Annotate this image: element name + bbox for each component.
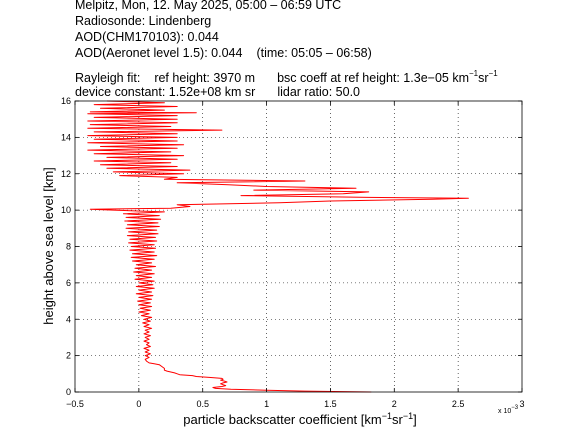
title-line-rayleigh: Rayleigh fit: ref height: 3970 m bsc coeff…	[75, 66, 498, 86]
x-tick-label: 1	[264, 399, 269, 409]
aod-aeronet-text: AOD(Aeronet level 1.5): 0.044	[75, 46, 243, 60]
title-line-radiosonde: Radiosonde: Lindenberg	[75, 14, 212, 28]
backscatter-profile-line	[87, 100, 469, 393]
x-tick-labels: −0.5 0 0.5 1 1.5 2 2.5 3	[66, 399, 524, 409]
y-tick-label: 2	[66, 351, 71, 361]
y-tick-label: 12	[61, 169, 71, 179]
grid-lines	[75, 101, 522, 392]
axis-ticks	[74, 100, 523, 393]
x-axis-label-prefix: particle backscatter coefficient [km	[183, 412, 381, 427]
bsc-coeff-text: bsc coeff at ref height: 1.3e−05 km−1sr−…	[277, 69, 498, 85]
y-tick-labels: 0 2 4 6 8 10 12 14 16	[61, 96, 71, 397]
title-line-device: device constant: 1.52e+08 km sr lidar rat…	[75, 84, 360, 100]
rayleigh-label: Rayleigh fit:	[75, 71, 141, 85]
x-axis-label-sup1: −1	[382, 411, 392, 421]
x-tick-label: 0.5	[196, 399, 209, 409]
ref-height-text: ref height: 3970 m	[154, 71, 256, 85]
plot-frame	[74, 100, 523, 393]
x-multiplier-exp: −3	[511, 405, 519, 411]
device-constant-text: device constant: 1.52e+08 km sr	[75, 85, 256, 99]
bsc-coeff-sup1: −1	[468, 69, 479, 78]
x-tick-label: 0	[136, 399, 141, 409]
x-tick-label: 3	[519, 399, 524, 409]
title-line-aod-chm: AOD(CHM170103): 0.044	[75, 30, 219, 44]
bsc-coeff-mid: sr	[478, 71, 489, 85]
x-tick-label: 2.5	[452, 399, 465, 409]
bsc-coeff-sup2: −1	[488, 69, 498, 78]
x-tick-label: 1.5	[324, 399, 337, 409]
title-line-location: Melpitz, Mon, 12. May 2025, 05:00 – 06:5…	[75, 0, 342, 12]
y-tick-label: 16	[61, 96, 71, 106]
lidar-ratio-text: lidar ratio: 50.0	[277, 85, 360, 99]
x-axis-label-sup2: −1	[403, 411, 413, 421]
x-tick-label: −0.5	[66, 399, 84, 409]
y-tick-label: 14	[61, 132, 71, 142]
backscatter-series	[87, 100, 469, 393]
y-tick-label: 4	[66, 314, 71, 324]
y-tick-label: 6	[66, 278, 71, 288]
x-axis-label-mid: sr	[392, 412, 404, 427]
x-axis-label-suffix: ]	[413, 412, 417, 427]
x-axis-label: particle backscatter coefficient [km−1sr…	[183, 411, 416, 427]
y-tick-label: 0	[66, 387, 71, 397]
x-multiplier: x 10−3	[498, 405, 519, 415]
bsc-coeff-prefix: bsc coeff at ref height: 1.3e−05 km	[277, 71, 469, 85]
aeronet-time-text: (time: 05:05 – 06:58)	[256, 46, 372, 60]
y-tick-label: 8	[66, 242, 71, 252]
y-axis-label: height above sea level [km]	[41, 167, 56, 325]
title-line-aod-aeronet: AOD(Aeronet level 1.5): 0.044 (time: 05:0…	[75, 45, 372, 61]
x-tick-label: 2	[392, 399, 397, 409]
x-multiplier-base: x 10	[498, 408, 511, 415]
y-tick-label: 10	[61, 205, 71, 215]
